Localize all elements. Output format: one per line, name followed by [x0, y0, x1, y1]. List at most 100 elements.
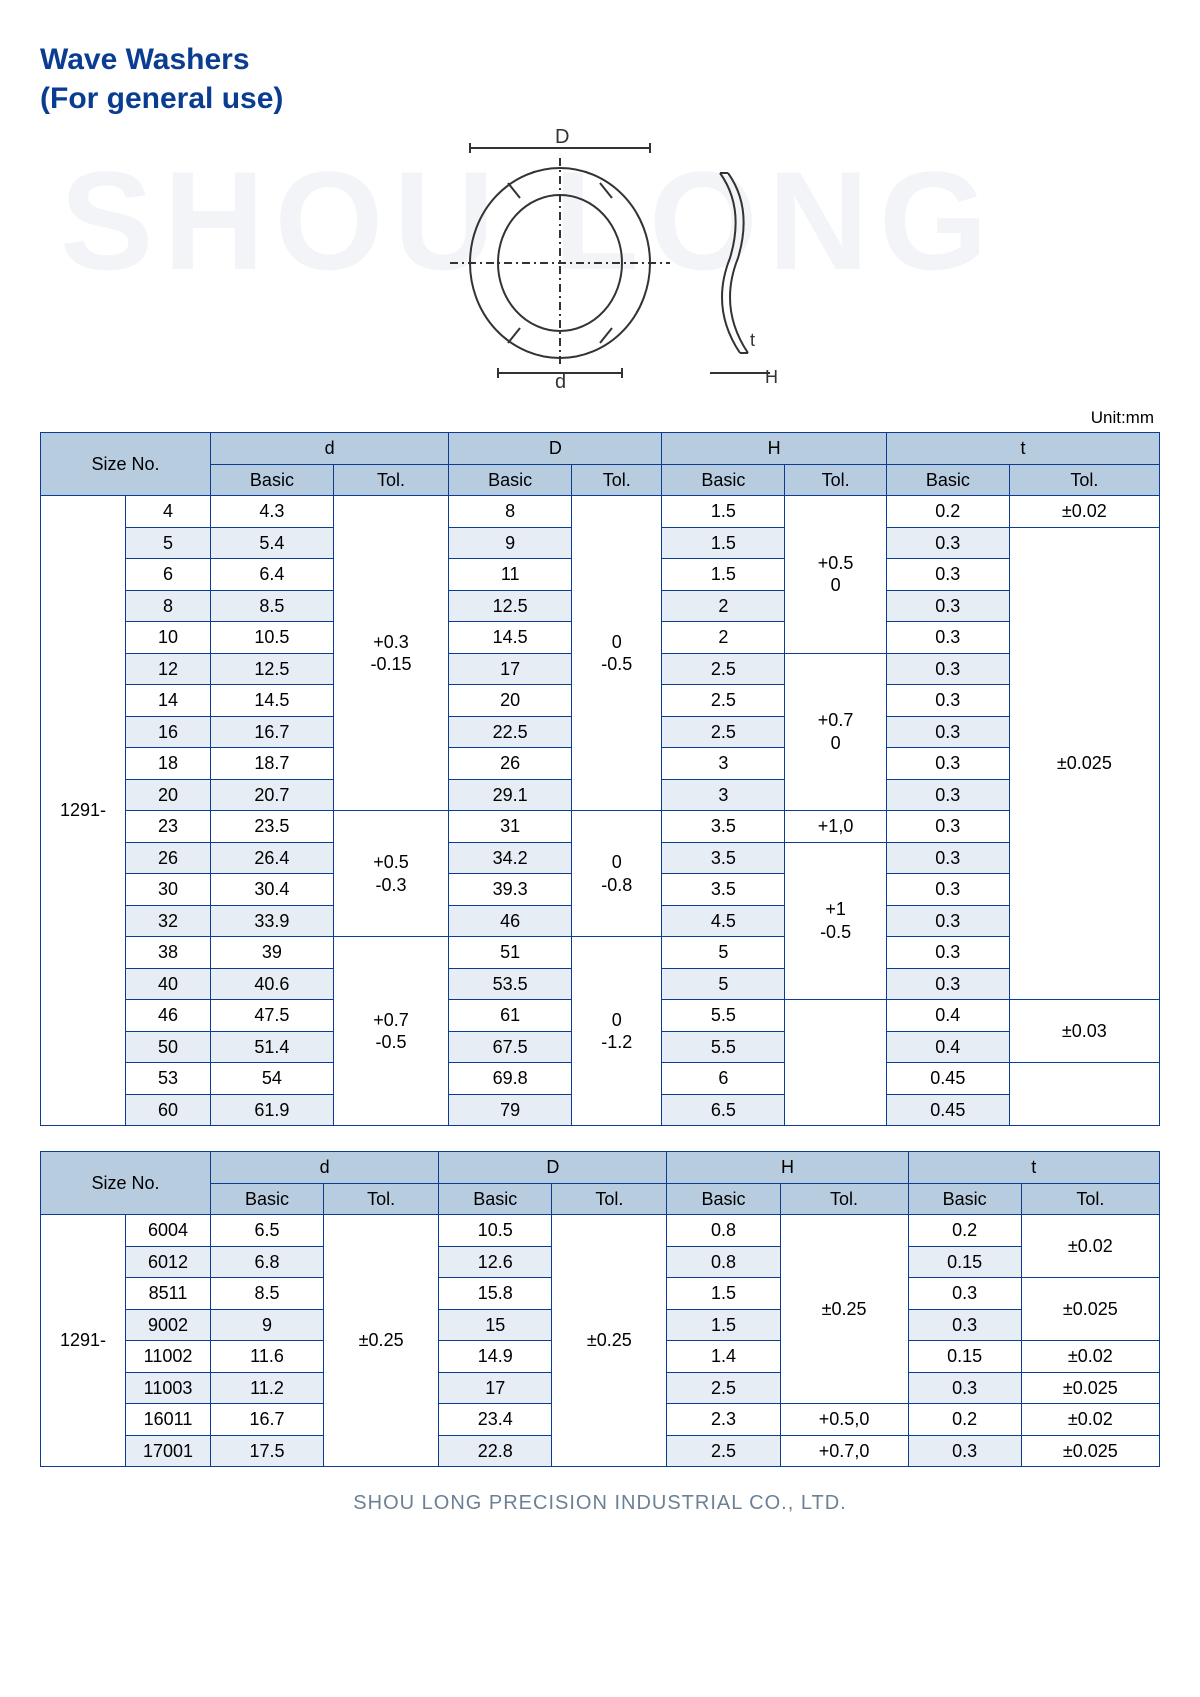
th-tol: Tol.: [552, 1183, 667, 1215]
footer-company: SHOU LONG PRECISION INDUSTRIAL CO., LTD.: [40, 1492, 1160, 1515]
cell-t: 0.3: [886, 622, 1009, 654]
cell-prefix: 1291-: [41, 496, 126, 1126]
cell-t-tol: ±0.02: [1009, 496, 1159, 528]
cell-t: 0.3: [886, 653, 1009, 685]
cell-D: 10.5: [439, 1215, 552, 1247]
cell-d: 14.5: [211, 685, 334, 717]
cell-t-tol: ±0.025: [1009, 527, 1159, 1000]
table-row: 1291-60046.5±0.2510.5±0.250.8±0.250.2±0.…: [41, 1215, 1160, 1247]
cell-t-tol: [1009, 1063, 1159, 1126]
cell-size: 6012: [126, 1246, 211, 1278]
cell-size: 30: [126, 874, 211, 906]
cell-H-tol: [785, 1000, 887, 1126]
cell-t: 0.3: [886, 968, 1009, 1000]
th-H: H: [662, 433, 886, 465]
label-d: d: [555, 371, 566, 388]
cell-d-tol: +0.7 -0.5: [333, 937, 448, 1126]
cell-d: 16.7: [211, 716, 334, 748]
cell-d: 47.5: [211, 1000, 334, 1032]
cell-H: 1.5: [667, 1309, 780, 1341]
cell-t-tol: ±0.02: [1021, 1341, 1159, 1373]
th-t: t: [886, 433, 1159, 465]
cell-size: 6004: [126, 1215, 211, 1247]
cell-d-tol: +0.5 -0.3: [333, 811, 448, 937]
cell-t: 0.3: [886, 779, 1009, 811]
cell-D: 12.6: [439, 1246, 552, 1278]
cell-d: 5.4: [211, 527, 334, 559]
th-D: D: [449, 433, 662, 465]
cell-H: 3.5: [662, 874, 785, 906]
cell-size: 40: [126, 968, 211, 1000]
cell-D-tol: 0 -0.8: [572, 811, 662, 937]
cell-t-tol: ±0.02: [1021, 1215, 1159, 1278]
cell-D: 61: [449, 1000, 572, 1032]
cell-D: 31: [449, 811, 572, 843]
cell-H: 5.5: [662, 1000, 785, 1032]
cell-H: 3: [662, 779, 785, 811]
cell-H: 3.5: [662, 811, 785, 843]
unit-label: Unit:mm: [40, 408, 1160, 428]
cell-size: 8511: [126, 1278, 211, 1310]
cell-size: 26: [126, 842, 211, 874]
cell-H: 3.5: [662, 842, 785, 874]
cell-t: 0.3: [908, 1278, 1021, 1310]
cell-d: 18.7: [211, 748, 334, 780]
cell-t: 0.3: [886, 874, 1009, 906]
cell-d: 26.4: [211, 842, 334, 874]
cell-d: 9: [211, 1309, 324, 1341]
cell-size: 50: [126, 1031, 211, 1063]
th-D: D: [439, 1152, 667, 1184]
th-basic: Basic: [662, 464, 785, 496]
cell-t-tol: ±0.025: [1021, 1372, 1159, 1404]
cell-d: 23.5: [211, 811, 334, 843]
cell-D: 15.8: [439, 1278, 552, 1310]
cell-d: 10.5: [211, 622, 334, 654]
cell-D-tol: 0 -1.2: [572, 937, 662, 1126]
th-size: Size No.: [41, 433, 211, 496]
cell-d: 40.6: [211, 968, 334, 1000]
cell-t-tol: ±0.025: [1021, 1278, 1159, 1341]
cell-H: 5.5: [662, 1031, 785, 1063]
cell-prefix: 1291-: [41, 1215, 126, 1467]
cell-H: 5: [662, 968, 785, 1000]
cell-t: 0.4: [886, 1031, 1009, 1063]
th-H: H: [667, 1152, 908, 1184]
cell-size: 60: [126, 1094, 211, 1126]
label-t: t: [750, 330, 755, 350]
cell-D: 53.5: [449, 968, 572, 1000]
cell-size: 4: [126, 496, 211, 528]
cell-t: 0.3: [886, 937, 1009, 969]
th-t: t: [908, 1152, 1159, 1184]
cell-D: 20: [449, 685, 572, 717]
th-basic: Basic: [439, 1183, 552, 1215]
cell-size: 38: [126, 937, 211, 969]
cell-D: 9: [449, 527, 572, 559]
cell-H-tol: ±0.25: [780, 1215, 908, 1404]
cell-H: 1.5: [667, 1278, 780, 1310]
cell-D: 69.8: [449, 1063, 572, 1095]
cell-d: 6.5: [211, 1215, 324, 1247]
cell-D: 17: [439, 1372, 552, 1404]
cell-d: 30.4: [211, 874, 334, 906]
cell-H: 1.4: [667, 1341, 780, 1373]
cell-H-tol: +0.5,0: [780, 1404, 908, 1436]
cell-D: 46: [449, 905, 572, 937]
cell-d: 8.5: [211, 590, 334, 622]
cell-t: 0.3: [908, 1309, 1021, 1341]
cell-t: 0.45: [886, 1063, 1009, 1095]
cell-H: 2.3: [667, 1404, 780, 1436]
cell-size: 8: [126, 590, 211, 622]
cell-t-tol: ±0.025: [1021, 1435, 1159, 1467]
cell-d: 16.7: [211, 1404, 324, 1436]
th-d: d: [211, 1152, 439, 1184]
cell-t: 0.4: [886, 1000, 1009, 1032]
cell-d: 8.5: [211, 1278, 324, 1310]
cell-D-tol: ±0.25: [552, 1215, 667, 1467]
th-basic: Basic: [211, 1183, 324, 1215]
cell-D: 51: [449, 937, 572, 969]
cell-size: 46: [126, 1000, 211, 1032]
cell-t: 0.3: [886, 590, 1009, 622]
label-D: D: [555, 128, 569, 148]
title-line-1: Wave Washers: [40, 43, 250, 76]
cell-t: 0.3: [886, 716, 1009, 748]
